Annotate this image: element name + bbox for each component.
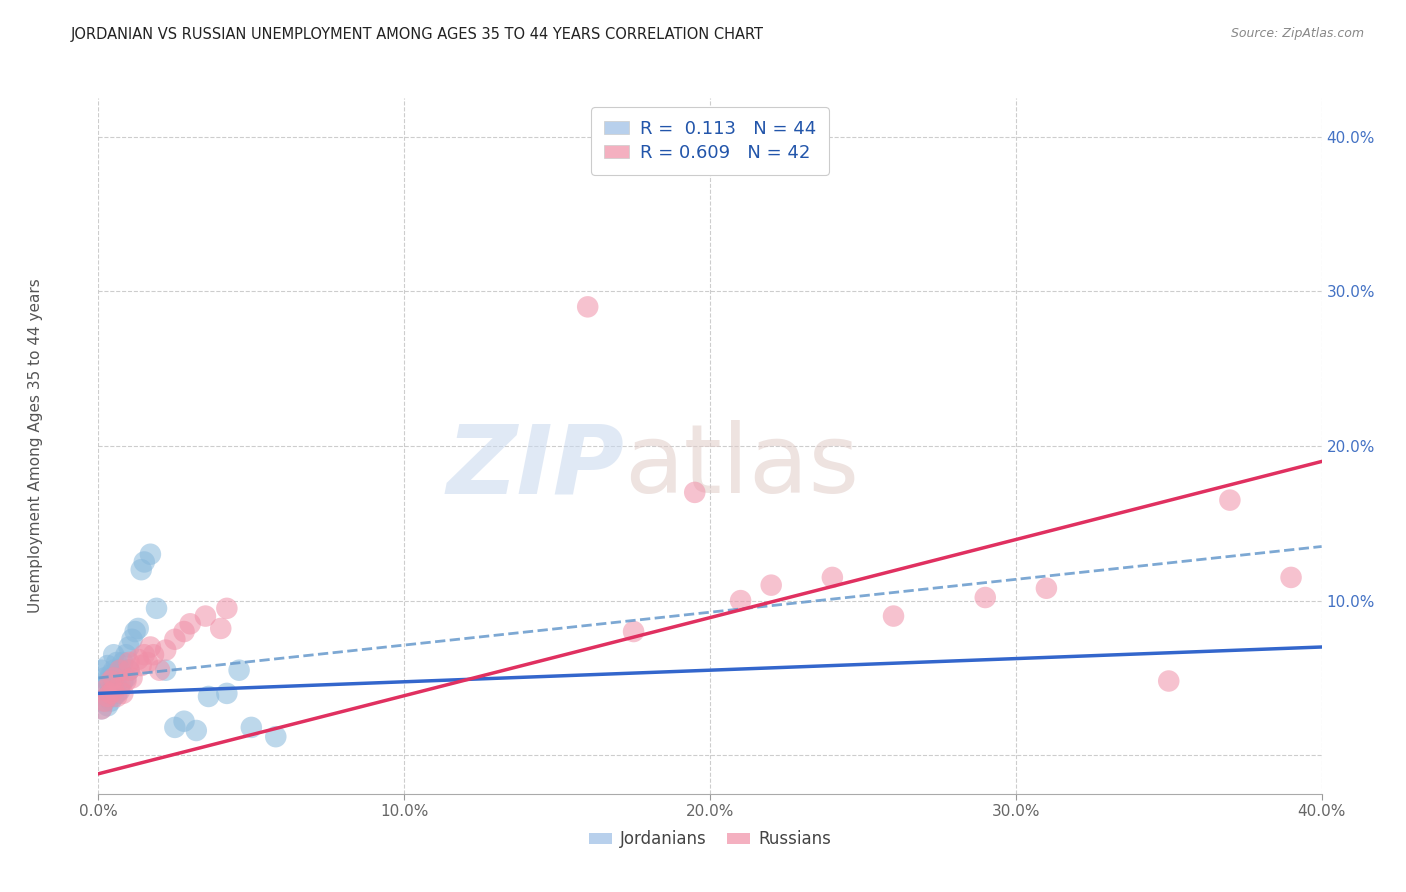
Point — [730, 593, 752, 607]
Point — [683, 485, 706, 500]
Point — [111, 656, 134, 670]
Point — [90, 663, 112, 677]
Point — [93, 694, 115, 708]
Point — [118, 663, 141, 677]
Point — [118, 640, 141, 654]
Text: ZIP: ZIP — [447, 420, 624, 514]
Point — [97, 690, 120, 704]
Legend: Jordanians, Russians: Jordanians, Russians — [582, 824, 838, 855]
Point — [90, 702, 112, 716]
Point — [93, 671, 115, 685]
Point — [134, 555, 156, 569]
Point — [1279, 570, 1302, 584]
Point — [97, 658, 120, 673]
Text: Source: ZipAtlas.com: Source: ZipAtlas.com — [1230, 27, 1364, 40]
Point — [129, 563, 152, 577]
Point — [108, 663, 131, 677]
Point — [108, 683, 131, 698]
Text: Unemployment Among Ages 35 to 44 years: Unemployment Among Ages 35 to 44 years — [28, 278, 42, 614]
Point — [115, 673, 138, 688]
Point — [215, 601, 238, 615]
Point — [759, 578, 782, 592]
Point — [103, 679, 125, 693]
Point — [108, 679, 131, 693]
Point — [209, 622, 232, 636]
Point — [105, 656, 128, 670]
Point — [240, 720, 263, 734]
Point — [97, 673, 120, 688]
Point — [93, 683, 115, 698]
Point — [155, 643, 177, 657]
Point — [100, 668, 122, 682]
Point — [115, 671, 138, 685]
Point — [103, 671, 125, 685]
Point — [139, 547, 162, 561]
Point — [142, 648, 165, 662]
Point — [105, 671, 128, 685]
Point — [103, 683, 125, 698]
Point — [623, 624, 645, 639]
Point — [883, 609, 905, 624]
Point — [1035, 581, 1057, 595]
Point — [139, 640, 162, 654]
Point — [974, 591, 997, 605]
Point — [127, 652, 149, 666]
Point — [103, 663, 125, 677]
Point — [194, 609, 217, 624]
Point — [134, 648, 156, 662]
Text: JORDANIAN VS RUSSIAN UNEMPLOYMENT AMONG AGES 35 TO 44 YEARS CORRELATION CHART: JORDANIAN VS RUSSIAN UNEMPLOYMENT AMONG … — [70, 27, 763, 42]
Point — [100, 686, 122, 700]
Point — [103, 690, 125, 704]
Point — [163, 632, 186, 647]
Point — [121, 632, 143, 647]
Point — [90, 686, 112, 700]
Point — [105, 690, 128, 704]
Point — [821, 570, 844, 584]
Point — [197, 690, 219, 704]
Point — [93, 694, 115, 708]
Point — [173, 624, 195, 639]
Point — [118, 663, 141, 677]
Point — [145, 601, 167, 615]
Point — [576, 300, 599, 314]
Point — [149, 663, 172, 677]
Point — [100, 694, 122, 708]
Point — [121, 671, 143, 685]
Text: atlas: atlas — [624, 420, 859, 514]
Point — [108, 663, 131, 677]
Point — [100, 673, 122, 688]
Point — [100, 683, 122, 698]
Point — [103, 648, 125, 662]
Point — [1157, 673, 1180, 688]
Point — [111, 686, 134, 700]
Point — [155, 663, 177, 677]
Point — [90, 702, 112, 716]
Point — [179, 616, 201, 631]
Point — [105, 686, 128, 700]
Point — [186, 723, 208, 738]
Point — [215, 686, 238, 700]
Point — [97, 698, 120, 713]
Point — [129, 658, 152, 673]
Point — [1219, 493, 1241, 508]
Point — [136, 656, 159, 670]
Point — [127, 622, 149, 636]
Point — [173, 714, 195, 729]
Point — [97, 690, 120, 704]
Point — [124, 624, 146, 639]
Point — [228, 663, 250, 677]
Point — [163, 720, 186, 734]
Point — [111, 673, 134, 688]
Point — [264, 730, 287, 744]
Point — [118, 656, 141, 670]
Point — [115, 648, 138, 662]
Point — [93, 679, 115, 693]
